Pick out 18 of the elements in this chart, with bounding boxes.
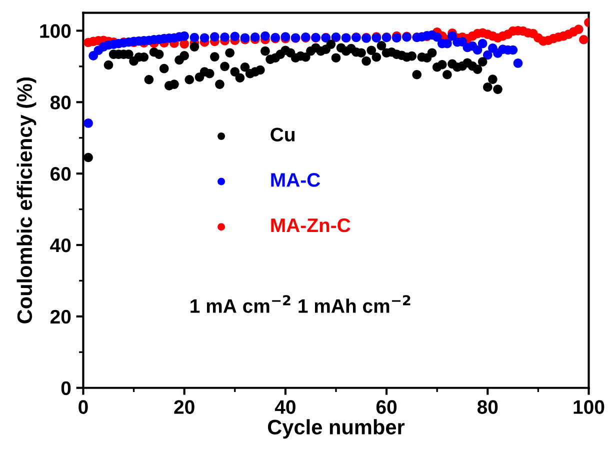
y-tick-label: 60 [50, 167, 71, 181]
x-tick-label: 20 [174, 400, 194, 414]
x-tick-label: 100 [574, 400, 604, 414]
legend-label: MA-Zn-C [271, 218, 350, 232]
legend-label: MA-C [271, 173, 320, 187]
y-tick-label: 80 [50, 96, 71, 110]
y-tick-label: 100 [40, 24, 71, 38]
x-tick-label: 60 [376, 400, 397, 414]
x-tick-label: 0 [78, 400, 88, 414]
x-axis-title: Cycle number [268, 419, 405, 439]
x-tick-label: 40 [274, 400, 296, 414]
legend-label: Cu [270, 128, 295, 142]
y-tick-label: 0 [61, 381, 71, 396]
x-tick-label: 80 [477, 400, 498, 414]
y-axis-title: Coulombic efficiency (%) [16, 78, 36, 324]
annotation: 1 mA cm$^{−2}$ 1 mAh cm$^{−2}$ [190, 295, 410, 313]
y-tick-label: 40 [50, 238, 71, 252]
y-tick-label: 20 [50, 310, 71, 324]
